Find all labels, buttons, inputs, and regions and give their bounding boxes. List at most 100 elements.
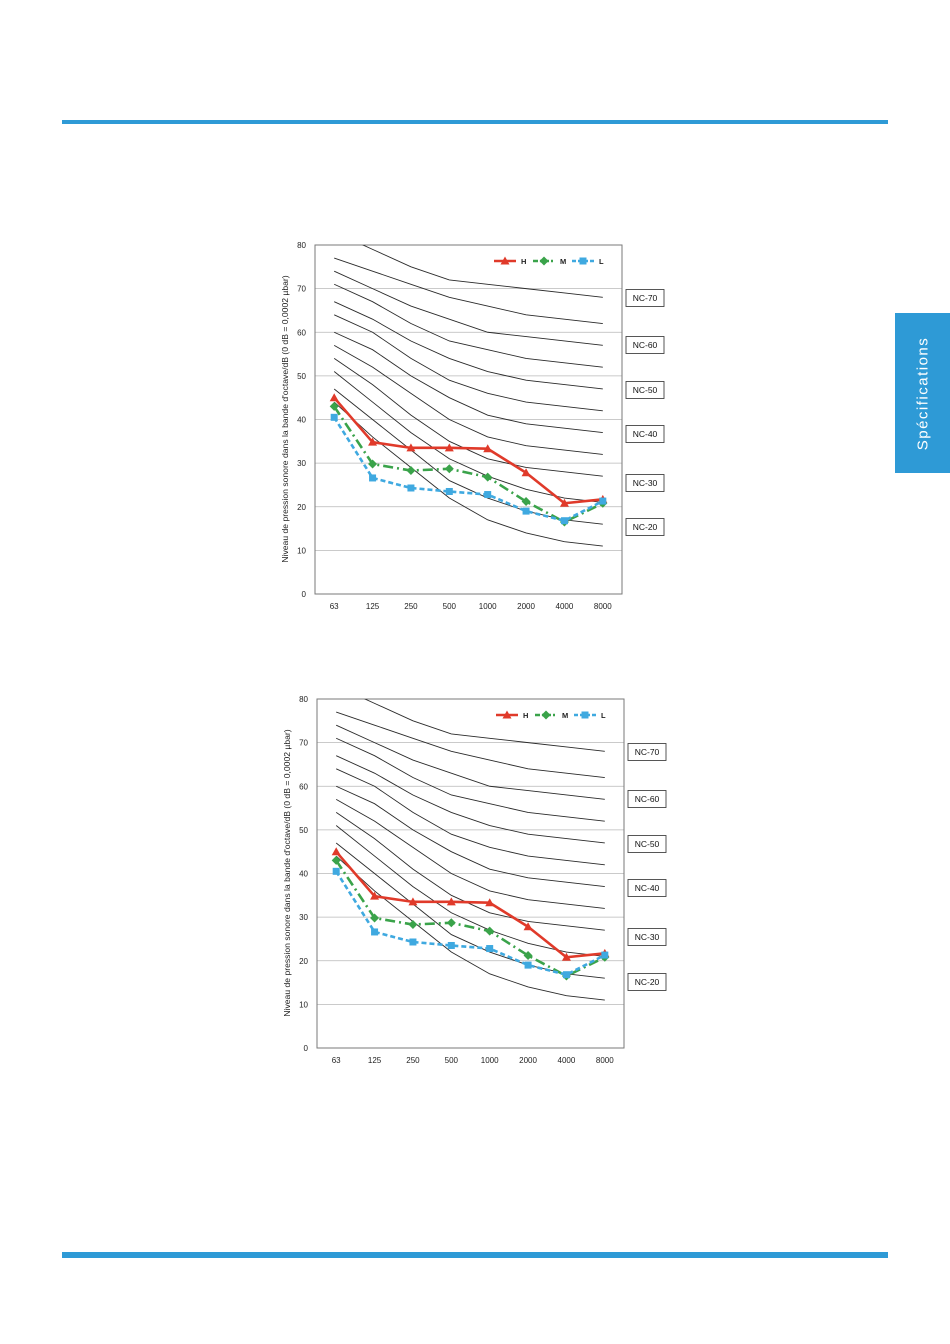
data-point bbox=[409, 938, 417, 946]
series-h bbox=[331, 847, 610, 961]
nc-label: NC-60 bbox=[633, 340, 658, 350]
series-m bbox=[331, 855, 610, 981]
nc-chart-2: 0 10 20 30 40 50 60 70 80 63 125 250 500 1000 2000 4000… bbox=[282, 695, 667, 1065]
series-line-h bbox=[333, 396, 603, 505]
series-line-h bbox=[335, 850, 605, 959]
data-point bbox=[521, 497, 531, 507]
nc-curve bbox=[335, 812, 605, 931]
x-tick-label: 500 bbox=[443, 602, 457, 611]
x-tick-label: 125 bbox=[366, 602, 380, 611]
series-line-l bbox=[335, 870, 606, 977]
data-point bbox=[332, 867, 340, 875]
data-point bbox=[370, 891, 380, 900]
gridlines bbox=[317, 742, 624, 1005]
bottom-rule bbox=[62, 1252, 888, 1258]
nc-curve bbox=[361, 245, 603, 298]
data-point bbox=[331, 847, 341, 856]
series-h bbox=[329, 393, 608, 507]
y-tick-label: 60 bbox=[297, 328, 306, 337]
data-point bbox=[329, 401, 339, 411]
nc-curve bbox=[334, 331, 603, 434]
legend-marker bbox=[500, 256, 510, 265]
nc-curve bbox=[334, 270, 603, 346]
data-point bbox=[444, 464, 454, 474]
data-point bbox=[483, 472, 493, 482]
x-tick-label: 63 bbox=[332, 1056, 341, 1065]
y-tick-label: 40 bbox=[299, 870, 308, 879]
nc-curves bbox=[335, 699, 605, 1001]
nc-label-box bbox=[627, 928, 667, 946]
data-point bbox=[484, 491, 492, 499]
y-tick-label: 0 bbox=[302, 590, 307, 599]
nc-label: NC-40 bbox=[635, 883, 660, 893]
series-l bbox=[332, 867, 609, 979]
nc-label-box bbox=[625, 518, 665, 536]
data-point bbox=[406, 443, 416, 452]
legend-marker bbox=[579, 257, 587, 265]
y-tick-label: 0 bbox=[304, 1044, 309, 1053]
data-point bbox=[371, 928, 379, 936]
nc-curve bbox=[334, 314, 603, 412]
x-tick-label: 250 bbox=[406, 1056, 420, 1065]
nc-label: NC-40 bbox=[633, 429, 658, 439]
data-point bbox=[524, 961, 532, 969]
legend-marker bbox=[541, 710, 551, 720]
nc-label: NC-20 bbox=[635, 977, 660, 987]
legend-label: M bbox=[562, 711, 568, 720]
plot-frame bbox=[316, 698, 625, 1049]
y-axis-label: Niveau de pression sonore dans la bande … bbox=[282, 729, 292, 1016]
legend-marker bbox=[581, 711, 589, 719]
legend-label: M bbox=[560, 257, 566, 266]
nc-curve bbox=[334, 257, 603, 324]
y-tick-label: 80 bbox=[299, 695, 308, 704]
nc-label-box bbox=[625, 336, 665, 354]
data-point bbox=[486, 945, 494, 953]
nc-curve bbox=[334, 283, 603, 368]
x-tick-label: 1000 bbox=[479, 602, 497, 611]
legend-label: H bbox=[521, 257, 526, 266]
data-point bbox=[446, 897, 456, 906]
nc-label: NC-70 bbox=[635, 747, 660, 757]
nc-label-box bbox=[625, 425, 665, 443]
legend-label: L bbox=[599, 257, 604, 266]
legend-label: L bbox=[601, 711, 606, 720]
legend-marker bbox=[539, 256, 549, 266]
data-point bbox=[445, 487, 453, 495]
data-point bbox=[601, 951, 609, 959]
section-tab-specifications[interactable]: Spécifications bbox=[895, 313, 950, 473]
x-tick-label: 2000 bbox=[519, 1056, 537, 1065]
nc-label-box bbox=[627, 879, 667, 897]
y-tick-label: 10 bbox=[297, 546, 306, 555]
nc-curve bbox=[334, 301, 603, 390]
y-tick-label: 40 bbox=[297, 416, 306, 425]
data-point bbox=[483, 444, 493, 453]
data-point bbox=[599, 497, 607, 505]
series-l bbox=[330, 413, 607, 525]
x-tick-label: 8000 bbox=[594, 602, 612, 611]
y-tick-label: 20 bbox=[297, 503, 306, 512]
x-tick-label: 63 bbox=[330, 602, 339, 611]
data-point bbox=[559, 498, 569, 507]
y-tick-label: 10 bbox=[299, 1000, 308, 1009]
nc-label-box bbox=[627, 790, 667, 808]
data-point bbox=[485, 898, 495, 907]
y-tick-label: 30 bbox=[299, 913, 308, 922]
series-line-m bbox=[335, 859, 606, 978]
y-tick-label: 70 bbox=[297, 285, 306, 294]
data-point bbox=[523, 951, 533, 961]
legend-label: H bbox=[523, 711, 528, 720]
nc-curve bbox=[336, 724, 605, 800]
series-line-m bbox=[333, 405, 604, 524]
data-point bbox=[369, 474, 377, 482]
nc-label: NC-50 bbox=[635, 839, 660, 849]
nc-curve bbox=[333, 344, 603, 455]
y-tick-label: 50 bbox=[299, 826, 308, 835]
data-point bbox=[368, 437, 378, 446]
data-point bbox=[560, 517, 568, 525]
nc-curve bbox=[336, 711, 605, 778]
data-point bbox=[368, 459, 378, 469]
data-point bbox=[523, 922, 533, 931]
plot-frame bbox=[314, 244, 623, 595]
